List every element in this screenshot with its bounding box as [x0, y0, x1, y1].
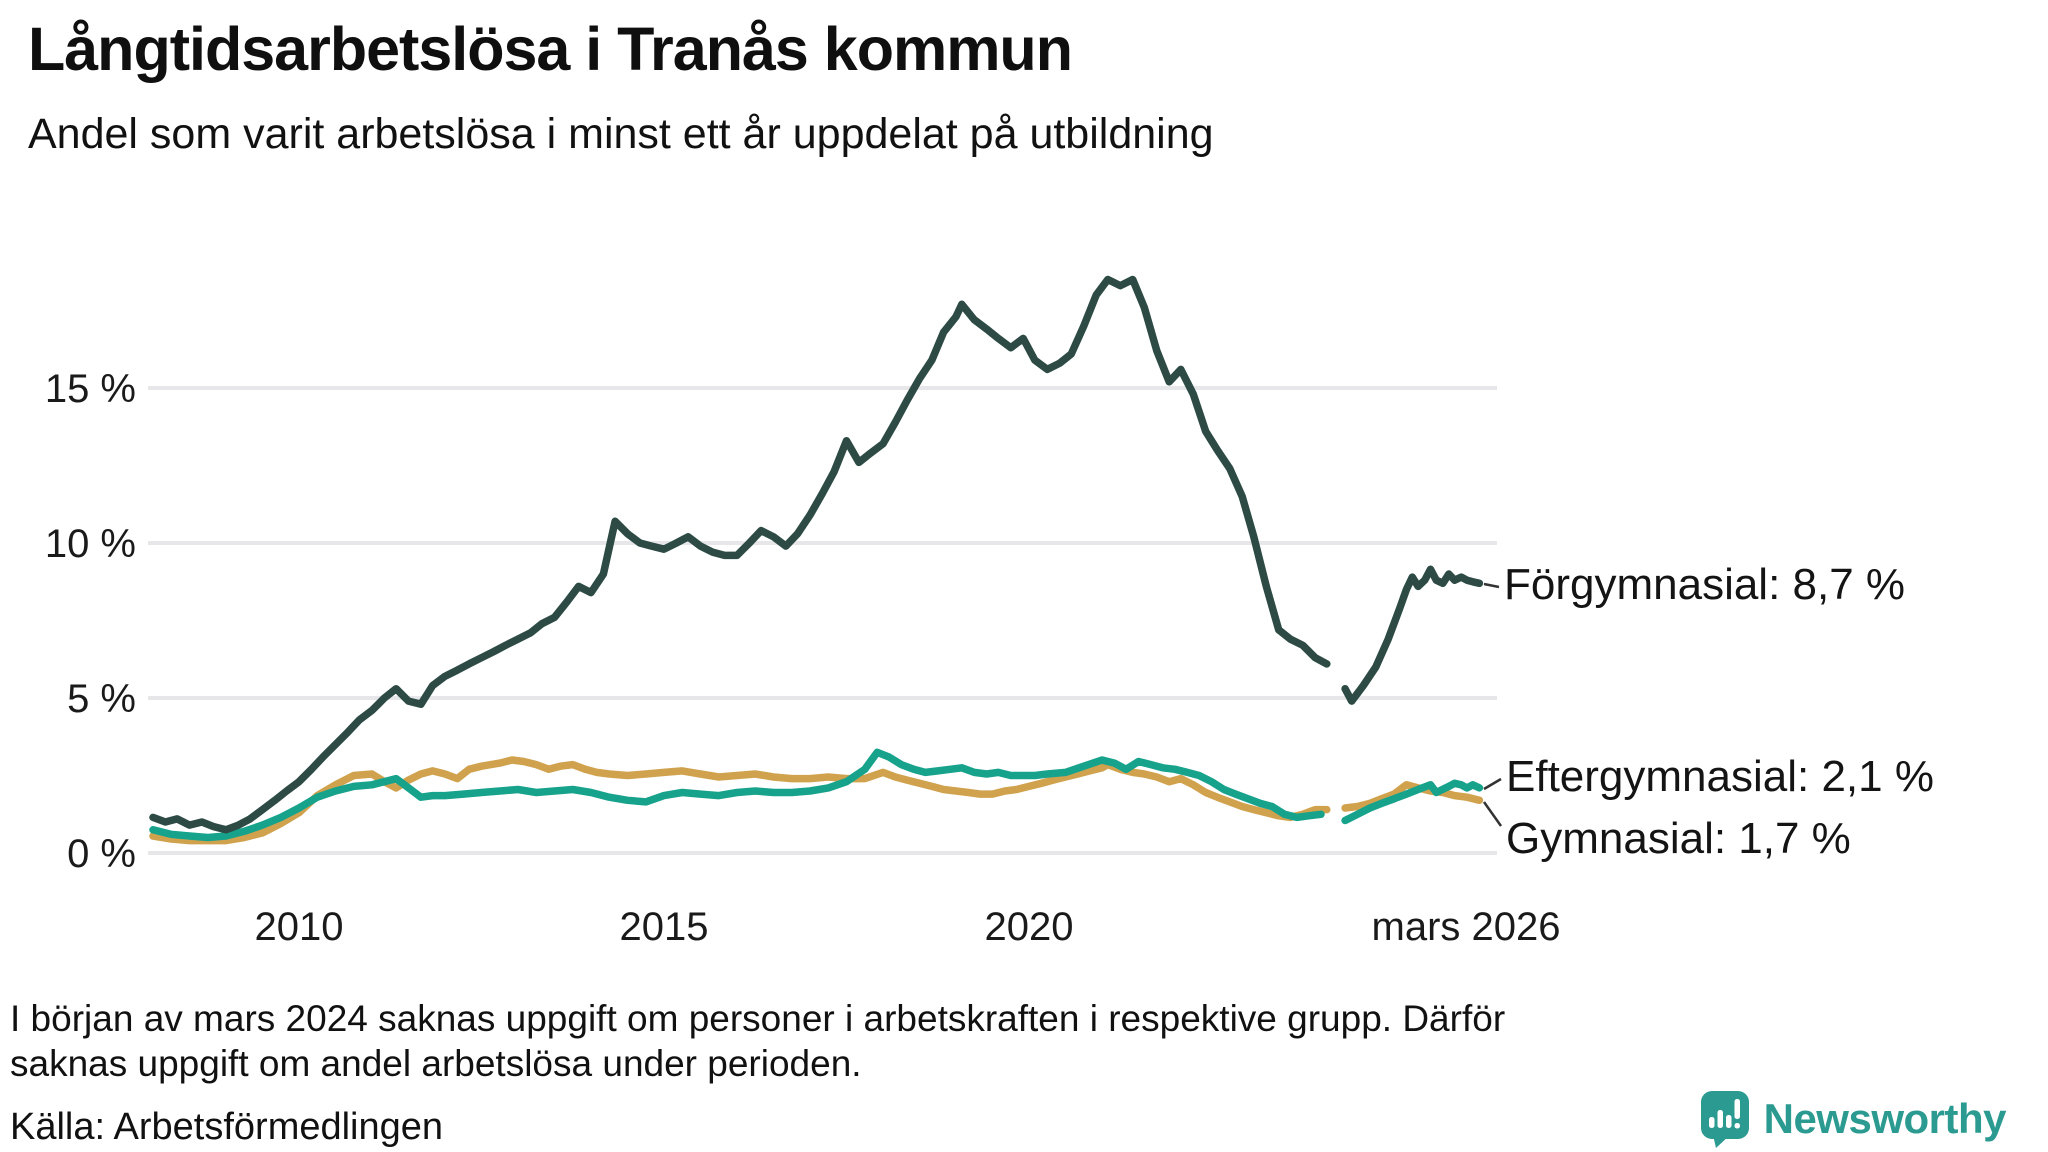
leader-line — [1483, 777, 1502, 791]
chart-subtitle: Andel som varit arbetslösa i minst ett å… — [28, 110, 1214, 158]
x-tick-2010: 2010 — [255, 905, 344, 949]
x-axis-labels: 2010 2015 2020 mars 2026 — [255, 905, 1561, 949]
gridlines — [148, 386, 1497, 855]
label-leader-lines — [1482, 582, 1503, 827]
series-label-forgymnasial: Förgymnasial: 8,7 % — [1504, 560, 1906, 609]
leader-line — [1482, 801, 1503, 827]
newsworthy-logo: Newsworthy — [1700, 1090, 2007, 1148]
y-axis-labels: 0 % 5 % 10 % 15 % — [45, 367, 136, 876]
y-tick-5: 5 % — [67, 677, 136, 721]
x-tick-2015: 2015 — [620, 905, 709, 949]
line-eftergymnasial — [149, 748, 1325, 842]
line-gymnasial — [149, 756, 1331, 845]
y-tick-0: 0 % — [67, 832, 136, 876]
line-gymnasial — [1341, 781, 1484, 812]
y-tick-10: 10 % — [45, 522, 136, 566]
line-eftergymnasial — [1341, 779, 1484, 825]
x-tick-mars-2026: mars 2026 — [1372, 905, 1561, 949]
source-text: Källa: Arbetsförmedlingen — [10, 1106, 444, 1148]
newsworthy-bar-chart-bubble-icon — [1700, 1090, 1752, 1148]
leader-line — [1483, 582, 1500, 589]
line-förgymnasial — [149, 275, 1331, 834]
series-lines — [149, 275, 1484, 845]
line-förgymnasial — [1341, 565, 1484, 705]
series-label-gymnasial: Gymnasial: 1,7 % — [1506, 814, 1851, 863]
page-title: Långtidsarbetslösa i Tranås kommun — [28, 15, 1073, 83]
series-label-eftergymnasial: Eftergymnasial: 2,1 % — [1506, 752, 1934, 801]
y-tick-15: 15 % — [45, 367, 136, 411]
x-tick-2020: 2020 — [985, 905, 1074, 949]
footnote: I början av mars 2024 saknas uppgift om … — [10, 998, 1506, 1084]
newsworthy-logo-text: Newsworthy — [1763, 1095, 2007, 1142]
